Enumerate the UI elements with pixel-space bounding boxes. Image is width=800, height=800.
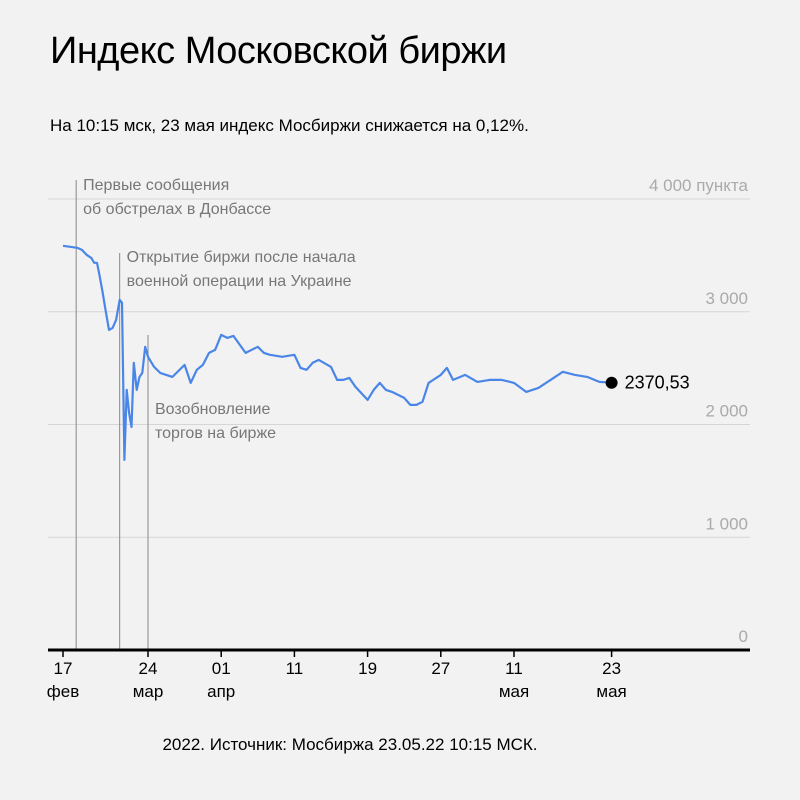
- y-tick-label: 3 000: [705, 289, 748, 308]
- x-tick-day: 19: [358, 659, 377, 678]
- x-tick-day: 11: [505, 659, 523, 678]
- x-tick-month: мар: [133, 682, 164, 701]
- x-tick-day: 01: [212, 659, 231, 678]
- x-tick-day: 17: [54, 659, 73, 678]
- annotation-text: торгов на бирже: [155, 425, 276, 442]
- annotation-text: об обстрелах в Донбассе: [83, 201, 271, 218]
- x-tick-day: 23: [602, 659, 621, 678]
- y-tick-label: 1 000: [705, 514, 748, 533]
- x-tick-month: мая: [596, 682, 626, 701]
- index-series-line: [62, 244, 612, 461]
- x-tick-day: 11: [286, 659, 304, 678]
- y-tick-label: 0: [739, 627, 748, 646]
- last-value-dot: [605, 376, 618, 389]
- annotation-text: Первые сообщения: [83, 177, 229, 194]
- x-tick-month: фев: [47, 682, 79, 701]
- annotation-text: военной операции на Украине: [127, 273, 352, 290]
- source-note: 2022. Источник: Мосбиржа 23.05.22 10:15 …: [162, 735, 538, 754]
- annotation-text: Открытие биржи после начала: [127, 249, 356, 266]
- chart-title: Индекс Московской биржи: [50, 30, 507, 72]
- last-value-label: 2370,53: [625, 373, 690, 393]
- x-tick-month: апр: [207, 682, 235, 701]
- y-tick-label: 2 000: [705, 402, 748, 421]
- annotation-text: Возобновление: [155, 401, 270, 418]
- chart-subtitle: На 10:15 мск, 23 мая индекс Мосбиржи сни…: [50, 116, 529, 135]
- y-tick-label: 4 000 пункта: [649, 176, 749, 195]
- x-tick-day: 24: [139, 659, 158, 678]
- x-tick-day: 27: [431, 659, 450, 678]
- x-tick-month: мая: [499, 682, 529, 701]
